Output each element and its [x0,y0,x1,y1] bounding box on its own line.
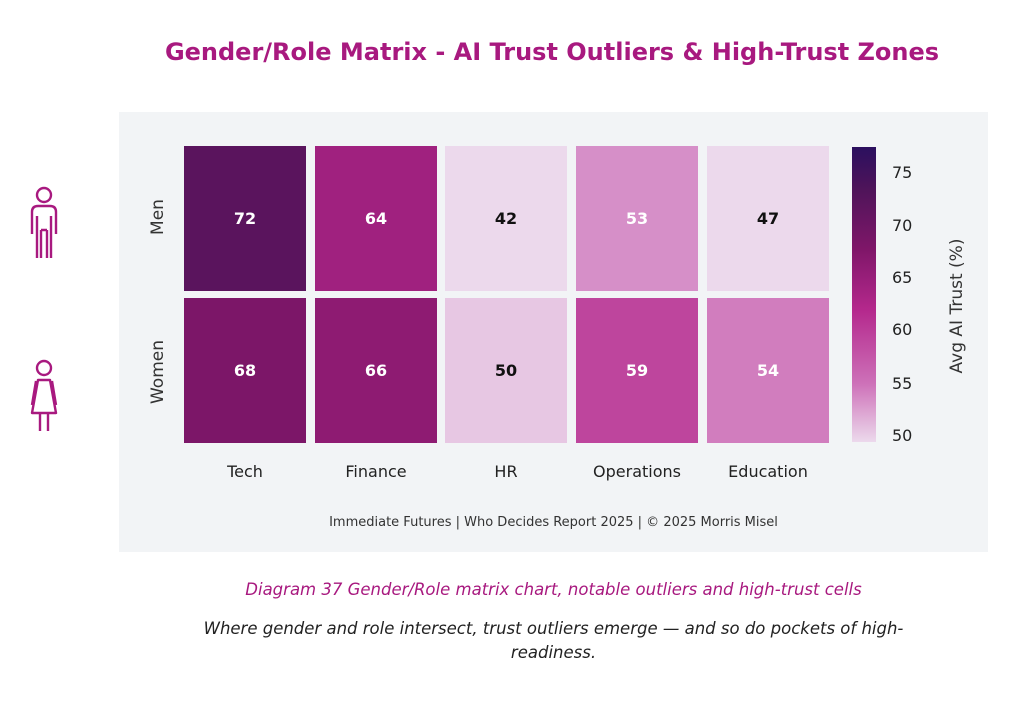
column-label-hr: HR [494,462,518,481]
heatmap-cell-men-hr: 42 [445,146,567,291]
heatmap-cell-women-operations: 59 [576,298,698,443]
chart-title: Gender/Role Matrix - AI Trust Outliers &… [164,38,940,66]
heatmap-cell-value: 42 [494,209,518,228]
heatmap-cell-value: 68 [233,361,257,380]
diagram-caption: Diagram 37 Gender/Role matrix chart, not… [245,580,862,599]
heatmap-cell-value: 50 [494,361,518,380]
heatmap-cell-men-tech: 72 [184,146,306,291]
colorbar-label: Avg AI Trust (%) [947,238,967,374]
colorbar-tick: 60 [892,320,913,339]
heatmap-cell-value: 72 [233,209,257,228]
heatmap-cell-men-finance: 64 [315,146,437,291]
heatmap-cell-men-operations: 53 [576,146,698,291]
diagram-subcaption: Where gender and role intersect, trust o… [203,619,904,662]
column-label-finance: Finance [345,462,407,481]
row-label-men: Men [148,199,168,235]
heatmap-cell-value: 66 [364,361,388,380]
row-label-women: Women [148,340,168,405]
heatmap-cell-value: 59 [625,361,649,380]
column-label-operations: Operations [593,462,681,481]
woman-icon [30,359,58,431]
colorbar [852,147,876,442]
footer-credit: Immediate Futures | Who Decides Report 2… [329,515,778,530]
heatmap-cell-value: 64 [364,209,388,228]
heatmap-cell-men-education: 47 [707,146,829,291]
heatmap-cell-value: 53 [625,209,649,228]
column-label-tech: Tech [227,462,263,481]
colorbar-tick: 55 [892,374,913,393]
column-label-education: Education [728,462,808,481]
heatmap-cell-women-tech: 68 [184,298,306,443]
colorbar-tick: 65 [892,268,913,287]
heatmap-cell-women-hr: 50 [445,298,567,443]
colorbar-tick: 50 [892,426,913,445]
heatmap-cell-value: 47 [756,209,780,228]
colorbar-tick: 75 [892,163,913,182]
heatmap-cell-women-education: 54 [707,298,829,443]
man-icon [30,186,58,258]
colorbar-tick: 70 [892,216,913,235]
heatmap-cell-value: 54 [756,361,780,380]
heatmap-cell-women-finance: 66 [315,298,437,443]
